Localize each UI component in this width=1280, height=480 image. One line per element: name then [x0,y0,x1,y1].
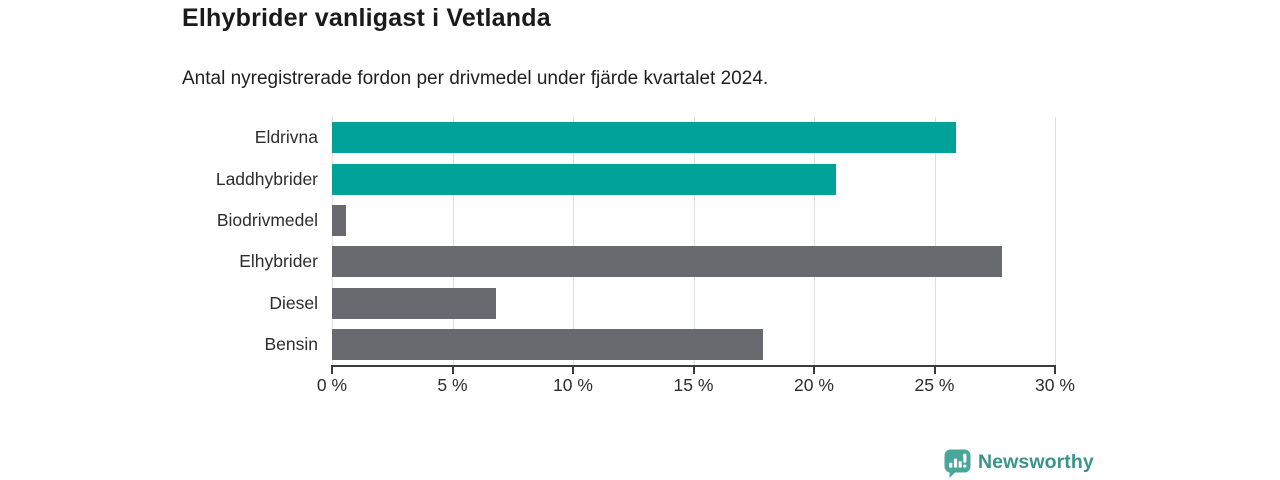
x-axis-tick-label: 10 % [553,375,593,395]
icon-bubble-tail [949,470,958,478]
brand-footer: Newsworthy [944,449,1094,480]
bar-bensin [332,328,764,360]
y-axis-label-diesel: Diesel [269,292,318,313]
x-axis-tick-label: 15 % [673,375,714,395]
icon-bars [949,453,967,468]
x-axis-tick-label: 5 % [437,375,468,395]
bar-biodrivmedel [332,204,347,236]
x-axis-tick [451,365,454,374]
x-axis-tick [331,365,333,374]
x-axis-tick [933,365,936,374]
chart-title: Elhybrider vanligast i Vetlanda [182,4,551,32]
y-axis-label-biodrivmedel: Biodrivmedel [216,209,318,230]
gridline [693,117,695,365]
x-axis-tick [572,365,574,374]
plot-area [332,117,1056,365]
y-axis-label-eldrivna: Eldrivna [254,127,318,148]
icon-bubble [944,449,971,473]
bar-laddhybrider [332,163,836,195]
brand-wordmark: Newsworthy [978,451,1094,473]
x-axis-tick-label: 25 % [914,375,955,395]
gridline [814,117,815,365]
x-axis-tick-label: 0 % [316,375,348,395]
gridline [573,117,574,365]
gridline [332,117,333,365]
y-axis-label-bensin: Bensin [264,333,318,354]
gridline [934,117,936,365]
y-axis-label-elhybrider: Elhybrider [239,251,318,272]
bar-chart-speech-bubble-icon [944,449,971,478]
y-axis-label-laddhybrider: Laddhybrider [215,168,318,189]
bar-eldrivna [332,122,957,154]
x-axis-tick [1054,365,1056,374]
bar-diesel [332,287,496,319]
x-axis-tick-label: 20 % [794,375,834,395]
gridline [1055,117,1056,365]
x-axis-tick-label: 30 % [1035,375,1075,395]
x-axis-tick [813,365,815,374]
x-axis-tick [692,365,695,374]
bar-elhybrider [332,246,1002,278]
gridline [452,117,454,365]
chart-subtitle: Antal nyregistrerade fordon per drivmede… [182,68,769,89]
